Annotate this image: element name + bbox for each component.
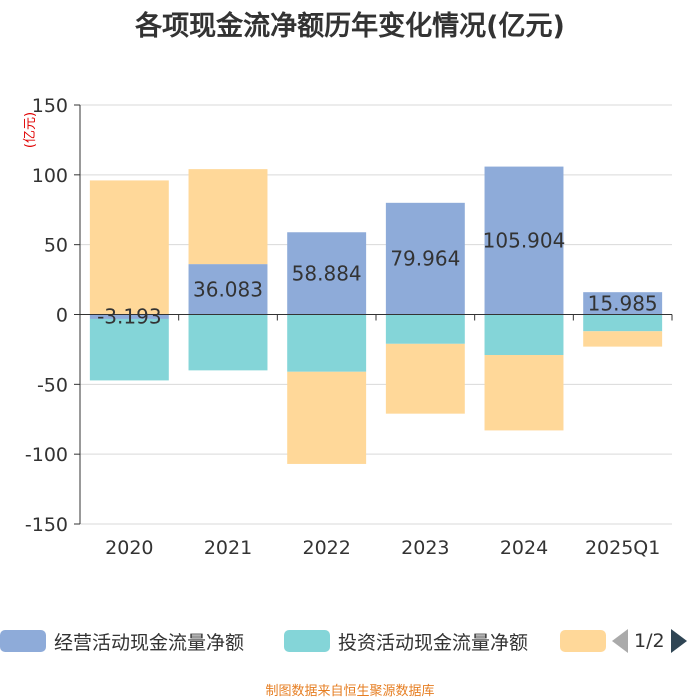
bar-2-2022	[287, 371, 367, 464]
bar-1-2024	[484, 314, 564, 356]
source-note: 制图数据来自恒生聚源数据库	[265, 684, 435, 699]
pager-page-text: 1/2	[634, 630, 665, 652]
data-label: 105.904	[483, 229, 566, 253]
bar-1-2020	[89, 318, 169, 381]
y-tick-label: 0	[56, 305, 68, 327]
data-label: 79.964	[390, 247, 460, 271]
data-label: 15.985	[588, 291, 658, 315]
x-tick-label: 2020	[105, 537, 153, 559]
bar-0-2025Q1	[583, 292, 663, 315]
legend-swatch-operating	[0, 630, 46, 652]
legend-label-investing: 投资活动现金流量净额	[338, 631, 529, 654]
legend-item-financing[interactable]	[560, 624, 614, 658]
bar-0-2021	[188, 264, 268, 315]
chart-title: 各项现金流净额历年变化情况(亿元)	[135, 11, 565, 42]
y-tick-label: -100	[25, 444, 68, 466]
x-tick-label: 2022	[302, 537, 350, 559]
x-tick-label: 2024	[500, 537, 548, 559]
y-tick-label: 50	[44, 235, 68, 257]
bar-1-2022	[287, 314, 367, 372]
y-axis-unit-label: (亿元)	[23, 112, 38, 148]
data-label: 36.083	[193, 277, 263, 301]
bar-2-2020	[89, 180, 169, 315]
pager-prev-icon[interactable]	[612, 629, 628, 653]
bar-1-2023	[385, 314, 465, 344]
bar-2-2025Q1	[583, 331, 663, 347]
legend-item-investing[interactable]: 投资活动现金流量净额	[284, 624, 528, 658]
legend: 经营活动现金流量净额 投资活动现金流量净额	[0, 624, 700, 658]
x-tick-label: 2021	[204, 537, 252, 559]
bar-2-2023	[385, 343, 465, 414]
legend-swatch-financing	[560, 630, 606, 652]
pager-next-icon[interactable]	[670, 629, 687, 653]
x-tick-label: 2023	[401, 537, 449, 559]
bar-2-2024	[484, 355, 564, 431]
bar-1-2025Q1	[583, 314, 663, 332]
y-tick-label: -150	[25, 514, 68, 536]
bar-0-2024	[484, 166, 564, 315]
y-tick-label: 100	[32, 165, 68, 187]
legend-pager: 1/2	[612, 624, 700, 658]
legend-label-operating: 经营活动现金流量净额	[54, 631, 245, 654]
data-label: -3.193	[97, 305, 161, 329]
y-tick-label: -50	[37, 374, 68, 396]
legend-item-operating[interactable]: 经营活动现金流量净额	[0, 624, 244, 658]
bar-0-2020	[89, 314, 169, 319]
data-label: 58.884	[292, 261, 362, 285]
bar-0-2022	[287, 232, 367, 315]
legend-swatch-investing	[284, 630, 330, 652]
y-tick-label: 150	[32, 95, 68, 117]
bar-1-2021	[188, 314, 268, 371]
bar-0-2023	[385, 202, 465, 315]
x-tick-label: 2025Q1	[585, 537, 660, 559]
bar-2-2021	[188, 169, 268, 265]
